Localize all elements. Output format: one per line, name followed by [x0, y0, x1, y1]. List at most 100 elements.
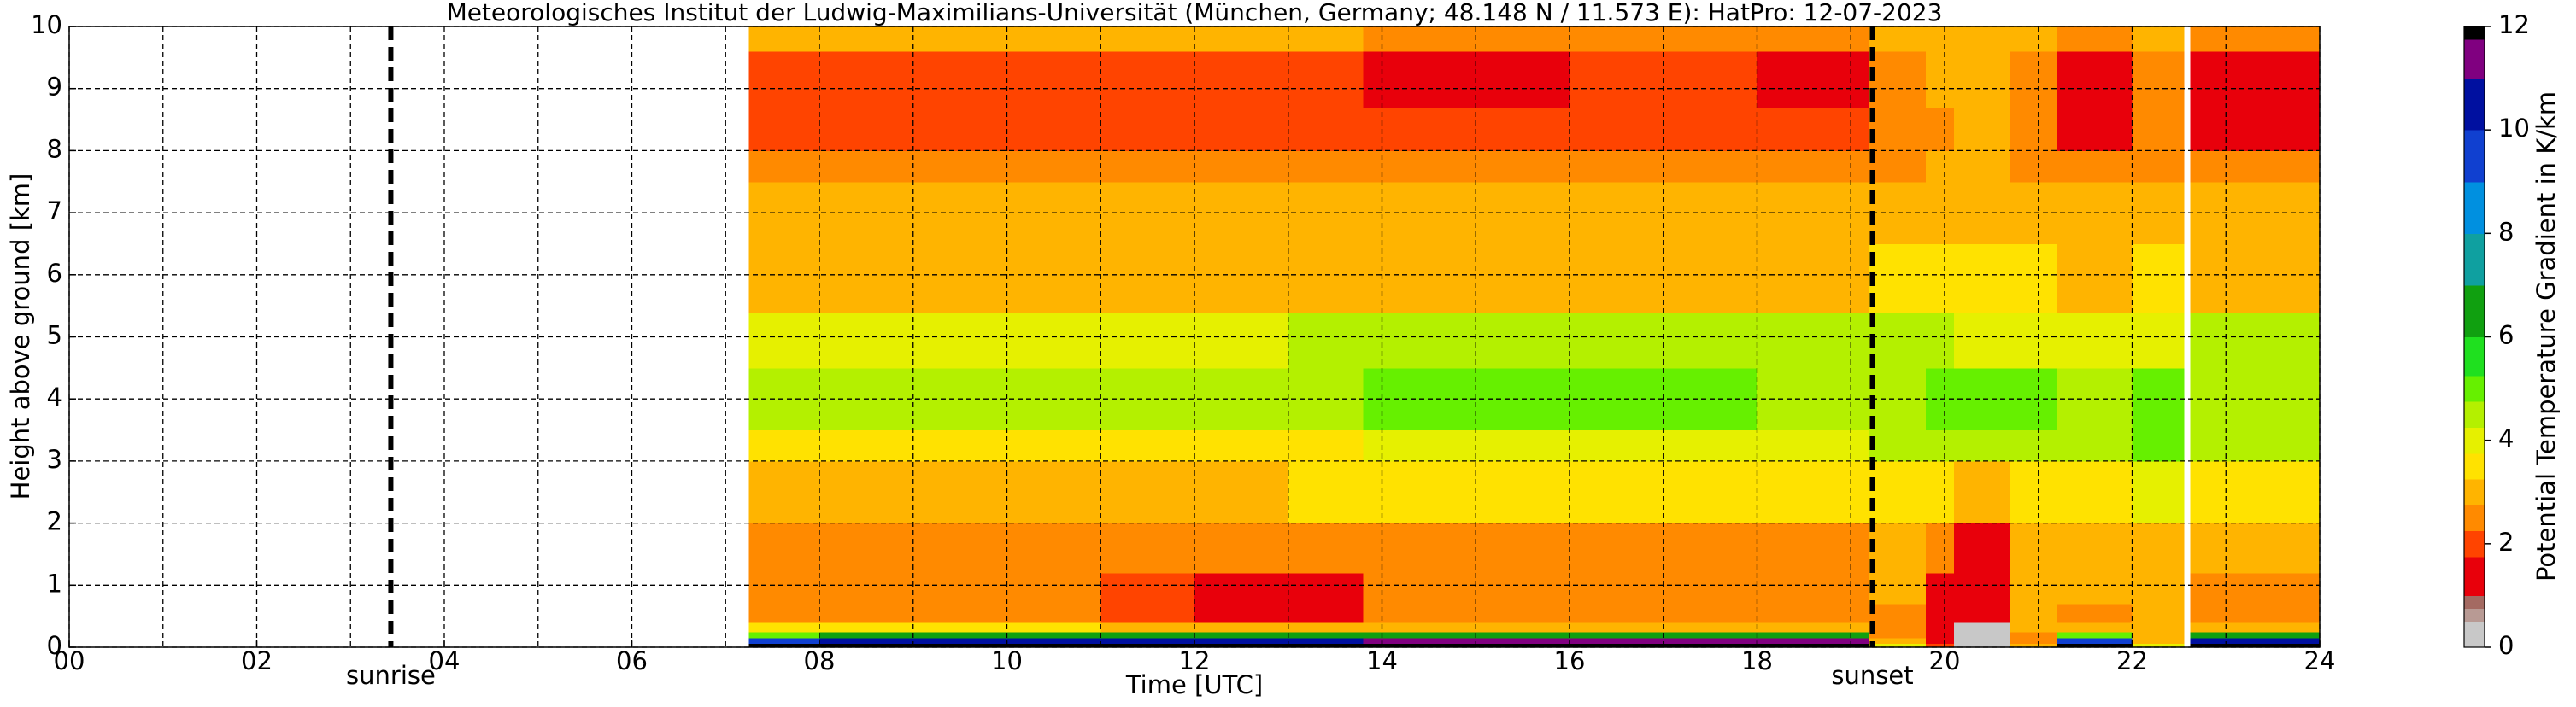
heat-cell [748, 643, 820, 648]
heat-cell [1006, 460, 1101, 524]
heat-cell [1953, 107, 2011, 151]
heat-cell [1194, 429, 1289, 462]
heat-cell [819, 460, 914, 524]
heat-cell [2132, 312, 2185, 369]
y-tick-label: 3 [47, 445, 62, 474]
heat-cell [1869, 26, 1927, 52]
heat-cell [1006, 523, 1101, 574]
labels: 00 02 04 06 08 10 12 14 16 18 20 22 24012345678910su… [31, 10, 2530, 690]
y-tick-label: 4 [47, 383, 62, 412]
heat-cell [1953, 638, 2011, 645]
heat-cell [1363, 572, 1476, 605]
heat-cell [1757, 622, 1870, 633]
heat-cell [1663, 150, 1758, 183]
colorbar-label: Potential Temperature Gradient in K/km [2532, 91, 2561, 581]
heat-cell [1953, 643, 2011, 648]
heat-cell [2057, 312, 2133, 369]
heat-cell [1476, 638, 1570, 645]
heat-cell [2010, 643, 2058, 648]
heat-cell [1663, 26, 1758, 52]
colorbar-segment [2464, 284, 2485, 337]
heat-cell [1194, 460, 1289, 524]
heat-cell [1363, 312, 1476, 369]
heat-cell [1570, 523, 1664, 574]
heat-cell [1757, 604, 1870, 623]
x-axis-label: Time [UTC] [1125, 670, 1263, 699]
heat-cell [2132, 572, 2185, 605]
heat-cell [819, 631, 914, 639]
heat-cell [1100, 429, 1195, 462]
heat-cell [1570, 643, 1664, 648]
y-tick-label: 9 [47, 73, 62, 102]
colorbar-tick-label: 4 [2498, 424, 2514, 453]
heat-cell [2057, 638, 2133, 645]
heat-cell [2010, 26, 2058, 52]
annotations [388, 26, 1875, 647]
heat-cell [819, 523, 914, 574]
heat-cell [1570, 150, 1664, 183]
colorbar-segment [2464, 453, 2485, 480]
heat-cell [2010, 150, 2058, 183]
heat-cell [1194, 638, 1289, 645]
heat-cell [819, 638, 914, 645]
heat-cell [1476, 622, 1570, 633]
heat-cell [1288, 523, 1364, 574]
heat-cell [1288, 572, 1364, 605]
colorbar-segment [2464, 479, 2485, 505]
heat-cell [748, 181, 820, 245]
heat-cell [1476, 572, 1570, 605]
colorbar-segment [2464, 26, 2485, 40]
heat-cell [1926, 622, 1955, 633]
heat-cell [1953, 604, 2011, 623]
heat-cell [2190, 643, 2321, 648]
heat-cell [912, 312, 1008, 369]
heat-cell [1570, 622, 1664, 633]
heat-cell [2010, 638, 2058, 645]
heat-cell [1006, 429, 1101, 462]
colorbar-tick-label: 12 [2498, 10, 2530, 39]
y-tick-label: 6 [47, 259, 62, 288]
plot-frame [68, 26, 2321, 648]
heat-cell [912, 51, 1008, 108]
heat-cell [1100, 572, 1195, 605]
heat-cell [1288, 312, 1364, 369]
heat-cell [2132, 429, 2185, 462]
heat-cell [912, 460, 1008, 524]
heat-cell [912, 243, 1008, 313]
heat-cell [1194, 643, 1289, 648]
colorbar-segment [2464, 595, 2485, 610]
heat-cell [2132, 26, 2185, 52]
heat-cell [2057, 643, 2133, 648]
heat-cell [1757, 460, 1870, 524]
heat-cell [1194, 604, 1289, 623]
heat-cell [1288, 460, 1364, 524]
heat-cell [1363, 107, 1476, 151]
heat-cell [748, 631, 820, 639]
y-tick-label: 0 [47, 631, 62, 660]
heat-cell [2057, 523, 2133, 574]
heat-cell [1006, 312, 1101, 369]
chart-title: Meteorologisches Institut der Ludwig-Max… [447, 0, 1943, 26]
heat-cell [1100, 460, 1195, 524]
y-tick-label: 5 [47, 321, 62, 350]
heat-cell [2190, 312, 2321, 369]
heat-cell [1570, 460, 1664, 524]
heat-cell [1476, 312, 1570, 369]
heat-cell [1570, 107, 1664, 151]
heat-cell [1869, 638, 1927, 645]
heat-cell [2010, 604, 2058, 623]
heat-cell [2057, 51, 2133, 108]
heat-cell [1869, 243, 1927, 313]
heat-cell [1953, 622, 2011, 633]
heat-cell [1757, 312, 1870, 369]
x-tick-label: 02 [241, 646, 273, 675]
heat-cell [912, 631, 1008, 639]
heat-cell [1288, 26, 1364, 52]
heat-cell [1006, 631, 1101, 639]
heat-cell [1476, 643, 1570, 648]
heat-cell [748, 622, 820, 633]
heat-cell [2190, 150, 2321, 183]
heat-cell [2190, 460, 2321, 524]
heat-cell [1476, 523, 1570, 574]
colorbar-tick-label: 0 [2498, 631, 2514, 660]
